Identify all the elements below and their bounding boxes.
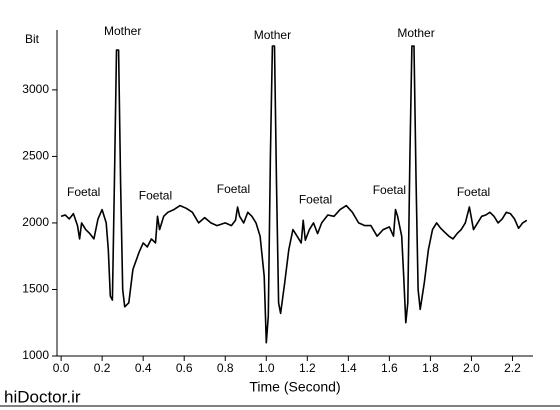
y-tick-label: 2000 <box>22 215 49 229</box>
x-tick-label: 2.2 <box>504 361 521 375</box>
annotation: Foetal <box>67 185 100 199</box>
x-tick-label: 0.4 <box>135 361 152 375</box>
watermark: hiDoctor.ir <box>4 387 81 406</box>
x-tick-label: 2.0 <box>463 361 480 375</box>
x-tick-label: 1.2 <box>299 361 316 375</box>
y-tick-label: 2500 <box>22 149 49 163</box>
y-tick-label: 1000 <box>22 348 49 362</box>
x-tick-label: 0.8 <box>217 361 234 375</box>
annotation: Foetal <box>457 185 490 199</box>
annotation: Mother <box>104 24 141 38</box>
y-tick-label: 3000 <box>22 82 49 96</box>
annotation: Foetal <box>373 183 406 197</box>
x-tick-label: 0.6 <box>176 361 193 375</box>
annotation: Mother <box>254 28 291 42</box>
annotation: Foetal <box>217 182 250 196</box>
annotation: Foetal <box>139 188 172 202</box>
x-axis-label: Time (Second) <box>249 379 340 395</box>
x-tick-label: 0.0 <box>53 361 70 375</box>
annotation: Foetal <box>299 192 332 206</box>
y-tick-label: 1500 <box>22 282 49 296</box>
y-axis-label: Bit <box>25 32 40 46</box>
signal-line <box>60 45 528 344</box>
x-tick-label: 0.2 <box>94 361 111 375</box>
annotation: Mother <box>397 26 434 40</box>
x-tick-label: 1.0 <box>258 361 275 375</box>
x-tick-label: 1.6 <box>381 361 398 375</box>
x-tick-label: 1.4 <box>340 361 357 375</box>
x-tick-label: 1.8 <box>422 361 439 375</box>
